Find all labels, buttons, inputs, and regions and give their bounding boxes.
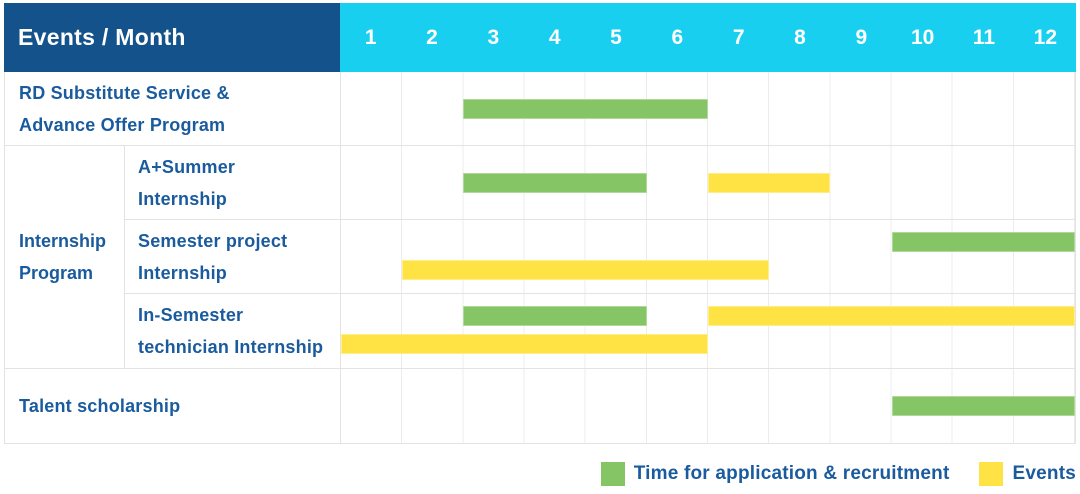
gantt-bar-application-recruitment bbox=[463, 306, 647, 326]
row-label-line: Internship bbox=[138, 188, 228, 209]
row-label-a-plus-summer: A+Summer Internship bbox=[125, 146, 341, 219]
gantt-bar-application-recruitment bbox=[463, 98, 708, 119]
timeline-cell-in-semester-technician bbox=[341, 294, 1075, 368]
month-header-strip: 1 2 3 4 5 6 7 8 9 10 11 12 bbox=[340, 3, 1076, 72]
month-header-3: 3 bbox=[487, 25, 500, 49]
row-label-line: In-Semester bbox=[138, 305, 244, 325]
table-row: Semester project Internship bbox=[125, 220, 1075, 294]
month-header-9: 9 bbox=[855, 25, 868, 49]
row-label-line: technician Internship bbox=[138, 337, 324, 357]
gantt-bar-events bbox=[708, 172, 831, 193]
timeline-cell-a-plus-summer bbox=[341, 146, 1075, 219]
row-label-line: RD Substitute Service & bbox=[19, 82, 230, 103]
legend: Time for application & recruitment Event… bbox=[600, 462, 1076, 486]
row-label-line: A+Summer bbox=[138, 156, 236, 177]
events-month-header: Events / Month bbox=[4, 3, 340, 72]
month-header-5: 5 bbox=[610, 25, 622, 49]
month-header-7: 7 bbox=[732, 25, 745, 49]
month-header-1: 1 bbox=[364, 25, 377, 49]
timeline-cell-rd-substitute bbox=[341, 72, 1075, 145]
gantt-bar-events bbox=[341, 334, 708, 354]
row-label-line: Talent scholarship bbox=[19, 396, 181, 416]
row-label-line: Semester project bbox=[138, 230, 288, 251]
gantt-bar-application-recruitment bbox=[463, 172, 647, 193]
row-label-rd-substitute: RD Substitute Service & Advance Offer Pr… bbox=[5, 72, 341, 145]
gantt-bar-application-recruitment bbox=[891, 396, 1075, 416]
group-label-internship-program: Internship Program bbox=[5, 146, 125, 368]
table-row: In-Semester technician Internship bbox=[125, 294, 1075, 368]
month-header-6: 6 bbox=[671, 25, 684, 49]
legend-swatch-events bbox=[979, 462, 1004, 486]
month-header-11: 11 bbox=[972, 25, 996, 49]
row-label-in-semester-technician: In-Semester technician Internship bbox=[125, 294, 341, 368]
month-header-8: 8 bbox=[794, 25, 806, 49]
legend-label-application-recruitment: Time for application & recruitment bbox=[633, 463, 950, 484]
legend-swatch-application-recruitment bbox=[600, 462, 625, 486]
row-label-semester-project: Semester project Internship bbox=[125, 220, 341, 293]
group-label-line: Program bbox=[19, 263, 94, 283]
internship-program-group: Internship Program A+Summer Internship S… bbox=[5, 146, 1075, 369]
month-header-4: 4 bbox=[548, 25, 561, 49]
table-header-row: Events / Month 1 2 3 4 5 6 7 8 9 10 11 1… bbox=[4, 3, 1076, 72]
table-row: A+Summer Internship bbox=[125, 146, 1075, 220]
events-month-table: Events / Month 1 2 3 4 5 6 7 8 9 10 11 1… bbox=[4, 3, 1076, 444]
timeline-cell-semester-project bbox=[341, 220, 1075, 293]
row-label-line: Advance Offer Program bbox=[19, 114, 226, 135]
row-label-talent-scholarship: Talent scholarship bbox=[5, 369, 341, 443]
internship-subrows: A+Summer Internship Semester project Int… bbox=[125, 146, 1075, 368]
row-label-line: Internship bbox=[138, 262, 228, 283]
month-header-10: 10 bbox=[910, 25, 935, 49]
month-header-12: 12 bbox=[1033, 25, 1057, 49]
table-body: RD Substitute Service & Advance Offer Pr… bbox=[4, 72, 1076, 444]
group-label-line: Internship bbox=[19, 231, 107, 251]
month-header-2: 2 bbox=[426, 25, 438, 49]
gantt-bar-events bbox=[402, 260, 770, 280]
gantt-bar-application-recruitment bbox=[891, 232, 1075, 252]
timeline-cell-talent-scholarship bbox=[341, 369, 1075, 443]
legend-label-events: Events bbox=[1012, 463, 1076, 484]
table-row: Talent scholarship bbox=[5, 369, 1075, 443]
gantt-bar-events bbox=[708, 306, 1075, 326]
table-row: RD Substitute Service & Advance Offer Pr… bbox=[5, 72, 1075, 146]
